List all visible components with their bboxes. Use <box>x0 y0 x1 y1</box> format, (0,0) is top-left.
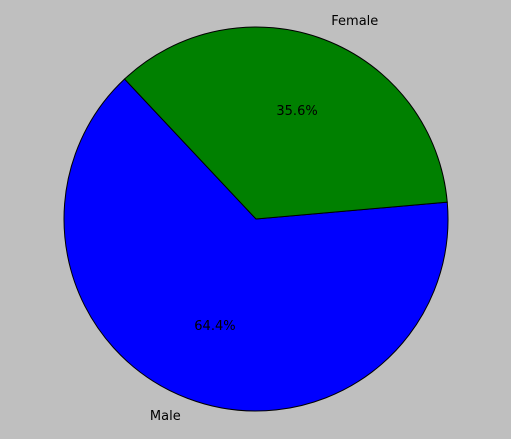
pie-category-label-male: Male <box>150 409 181 424</box>
pie-category-label-female: Female <box>331 14 378 29</box>
pie-percent-label-male: 64.4% <box>194 319 235 334</box>
pie-percent-label-female: 35.6% <box>276 104 317 119</box>
